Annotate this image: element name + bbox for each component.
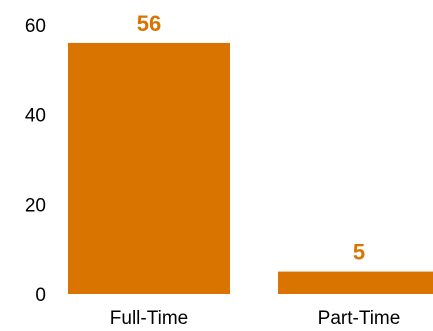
bar-part-time — [278, 271, 433, 294]
bar-full-time — [68, 42, 230, 294]
data-labels-group: 56 5 — [137, 11, 365, 265]
y-tick-label-60: 60 — [25, 16, 46, 37]
x-axis-labels: Full-Time Part-Time — [110, 308, 401, 329]
y-tick-label-20: 20 — [25, 195, 46, 216]
bars-group — [68, 42, 433, 294]
y-axis-ticks: 0 20 40 60 — [25, 16, 46, 306]
x-category-label-full-time: Full-Time — [110, 308, 188, 329]
data-label-part-time: 5 — [353, 240, 365, 265]
y-tick-label-40: 40 — [25, 106, 46, 127]
x-category-label-part-time: Part-Time — [318, 308, 401, 329]
y-tick-label-0: 0 — [35, 285, 46, 306]
data-label-full-time: 56 — [137, 11, 161, 36]
